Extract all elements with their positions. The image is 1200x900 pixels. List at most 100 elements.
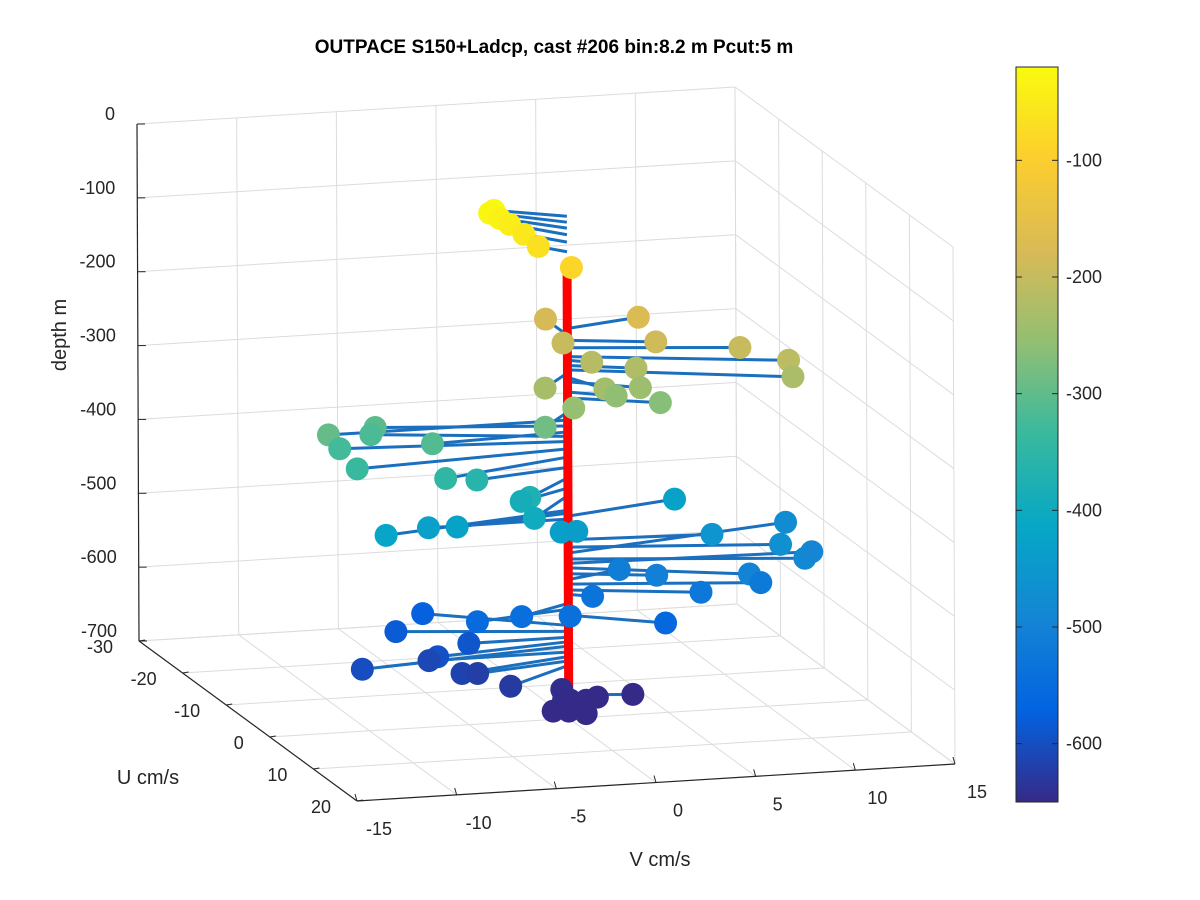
- data-point: [648, 391, 672, 415]
- velocity-stick: [428, 650, 569, 663]
- velocity-stick: [370, 433, 568, 438]
- y-tick-label: -10: [174, 701, 200, 721]
- data-point: [384, 620, 408, 644]
- data-point: [411, 602, 435, 626]
- grid-line: [637, 609, 856, 771]
- z-axis-line: [136, 123, 140, 642]
- grid-line: [735, 308, 955, 469]
- grid-line: [952, 246, 956, 765]
- x-tick-mark: [852, 763, 856, 771]
- x-tick-mark: [952, 756, 956, 765]
- data-point: [509, 489, 533, 513]
- velocity-stick: [476, 465, 569, 482]
- grid-line: [335, 111, 339, 629]
- grid-line: [734, 86, 954, 248]
- y-tick-mark: [138, 639, 146, 642]
- data-point: [604, 384, 628, 408]
- data-point: [416, 516, 440, 540]
- data-point: [374, 523, 398, 547]
- velocity-stick: [445, 455, 569, 480]
- x-tick-mark: [354, 793, 358, 802]
- data-point: [774, 510, 798, 534]
- data-point: [533, 415, 557, 439]
- data-point: [621, 682, 645, 706]
- y-axis-line: [138, 640, 358, 802]
- grid-line: [136, 86, 736, 125]
- data-point: [628, 376, 652, 400]
- grid-line: [138, 603, 738, 642]
- data-point: [359, 423, 383, 447]
- grid-line: [137, 160, 736, 199]
- grid-line: [821, 150, 825, 669]
- x-tick-label: -5: [570, 807, 586, 827]
- z-tick-label: -700: [81, 621, 117, 641]
- data-point: [728, 335, 752, 359]
- data-point: [328, 437, 352, 461]
- data-point: [654, 611, 678, 635]
- velocity-stick: [568, 542, 781, 549]
- data-point: [551, 331, 575, 355]
- data-point: [558, 604, 582, 628]
- data-point: [499, 674, 523, 698]
- y-tick-label: 20: [311, 797, 331, 817]
- velocity-stick: [567, 368, 793, 379]
- x-tick-label: -10: [466, 813, 492, 833]
- velocity-stick: [568, 613, 666, 625]
- axes-grid: [136, 86, 956, 802]
- colorbar: -100 -200 -300 -400 -500 -600: [1015, 66, 1102, 803]
- tick-labels: 0-100-200-300-400-500-600-700-30-20-1001…: [79, 104, 987, 839]
- grid-line: [226, 667, 825, 706]
- chart-title: OUTPACE S150+Ladcp, cast #206 bin:8.2 m …: [315, 37, 794, 58]
- data-point: [749, 571, 773, 595]
- y-tick-mark: [269, 735, 276, 738]
- data-point: [465, 468, 489, 492]
- velocity-stick: [477, 659, 569, 675]
- grid-line: [634, 93, 638, 611]
- colorbar-tick-label: -300: [1066, 384, 1102, 404]
- data-point: [445, 515, 469, 539]
- y-tick-mark: [313, 767, 320, 770]
- x-tick-label: 10: [867, 788, 887, 808]
- colorbar-tick-label: -500: [1066, 617, 1102, 637]
- y-tick-label: -30: [87, 637, 113, 657]
- grid-line: [734, 160, 954, 322]
- z-tick-label: -200: [80, 252, 116, 272]
- z-tick-label: 0: [105, 104, 115, 124]
- data-point: [607, 558, 631, 582]
- data-point: [557, 699, 581, 723]
- data-point: [580, 350, 604, 374]
- grid-line: [238, 634, 457, 796]
- grid-line: [435, 105, 439, 623]
- data-point: [800, 540, 824, 564]
- y-axis-label: U cm/s: [117, 767, 179, 789]
- x-tick-label: -15: [366, 819, 392, 839]
- data-point: [585, 685, 609, 709]
- data-point: [457, 631, 481, 655]
- data-point: [769, 532, 793, 556]
- data-point: [689, 580, 713, 604]
- grid-line: [537, 615, 756, 777]
- velocity-stick: [568, 550, 812, 565]
- grid-line: [908, 214, 912, 733]
- x-tick-label: 5: [773, 794, 783, 814]
- data-point: [421, 432, 445, 456]
- grid-line: [736, 603, 956, 765]
- x-tick-mark: [653, 775, 657, 783]
- data-point: [644, 330, 668, 354]
- grid-line: [735, 234, 954, 396]
- y-tick-mark: [182, 671, 189, 674]
- data-point: [533, 376, 557, 400]
- z-tick-label: -600: [81, 547, 117, 567]
- x-tick-mark: [753, 769, 757, 777]
- colorbar-tick-label: -100: [1066, 150, 1102, 170]
- data-point: [700, 522, 724, 546]
- colorbar-tick-label: -600: [1066, 734, 1102, 754]
- z-tick-label: -400: [80, 399, 116, 419]
- velocity-stick: [567, 315, 639, 331]
- grid-line: [535, 99, 539, 617]
- data-point: [562, 396, 586, 420]
- y-tick-mark: [226, 703, 233, 706]
- x-axis-label: V cm/s: [629, 849, 690, 871]
- data-point: [510, 605, 534, 629]
- grid-line: [736, 455, 955, 617]
